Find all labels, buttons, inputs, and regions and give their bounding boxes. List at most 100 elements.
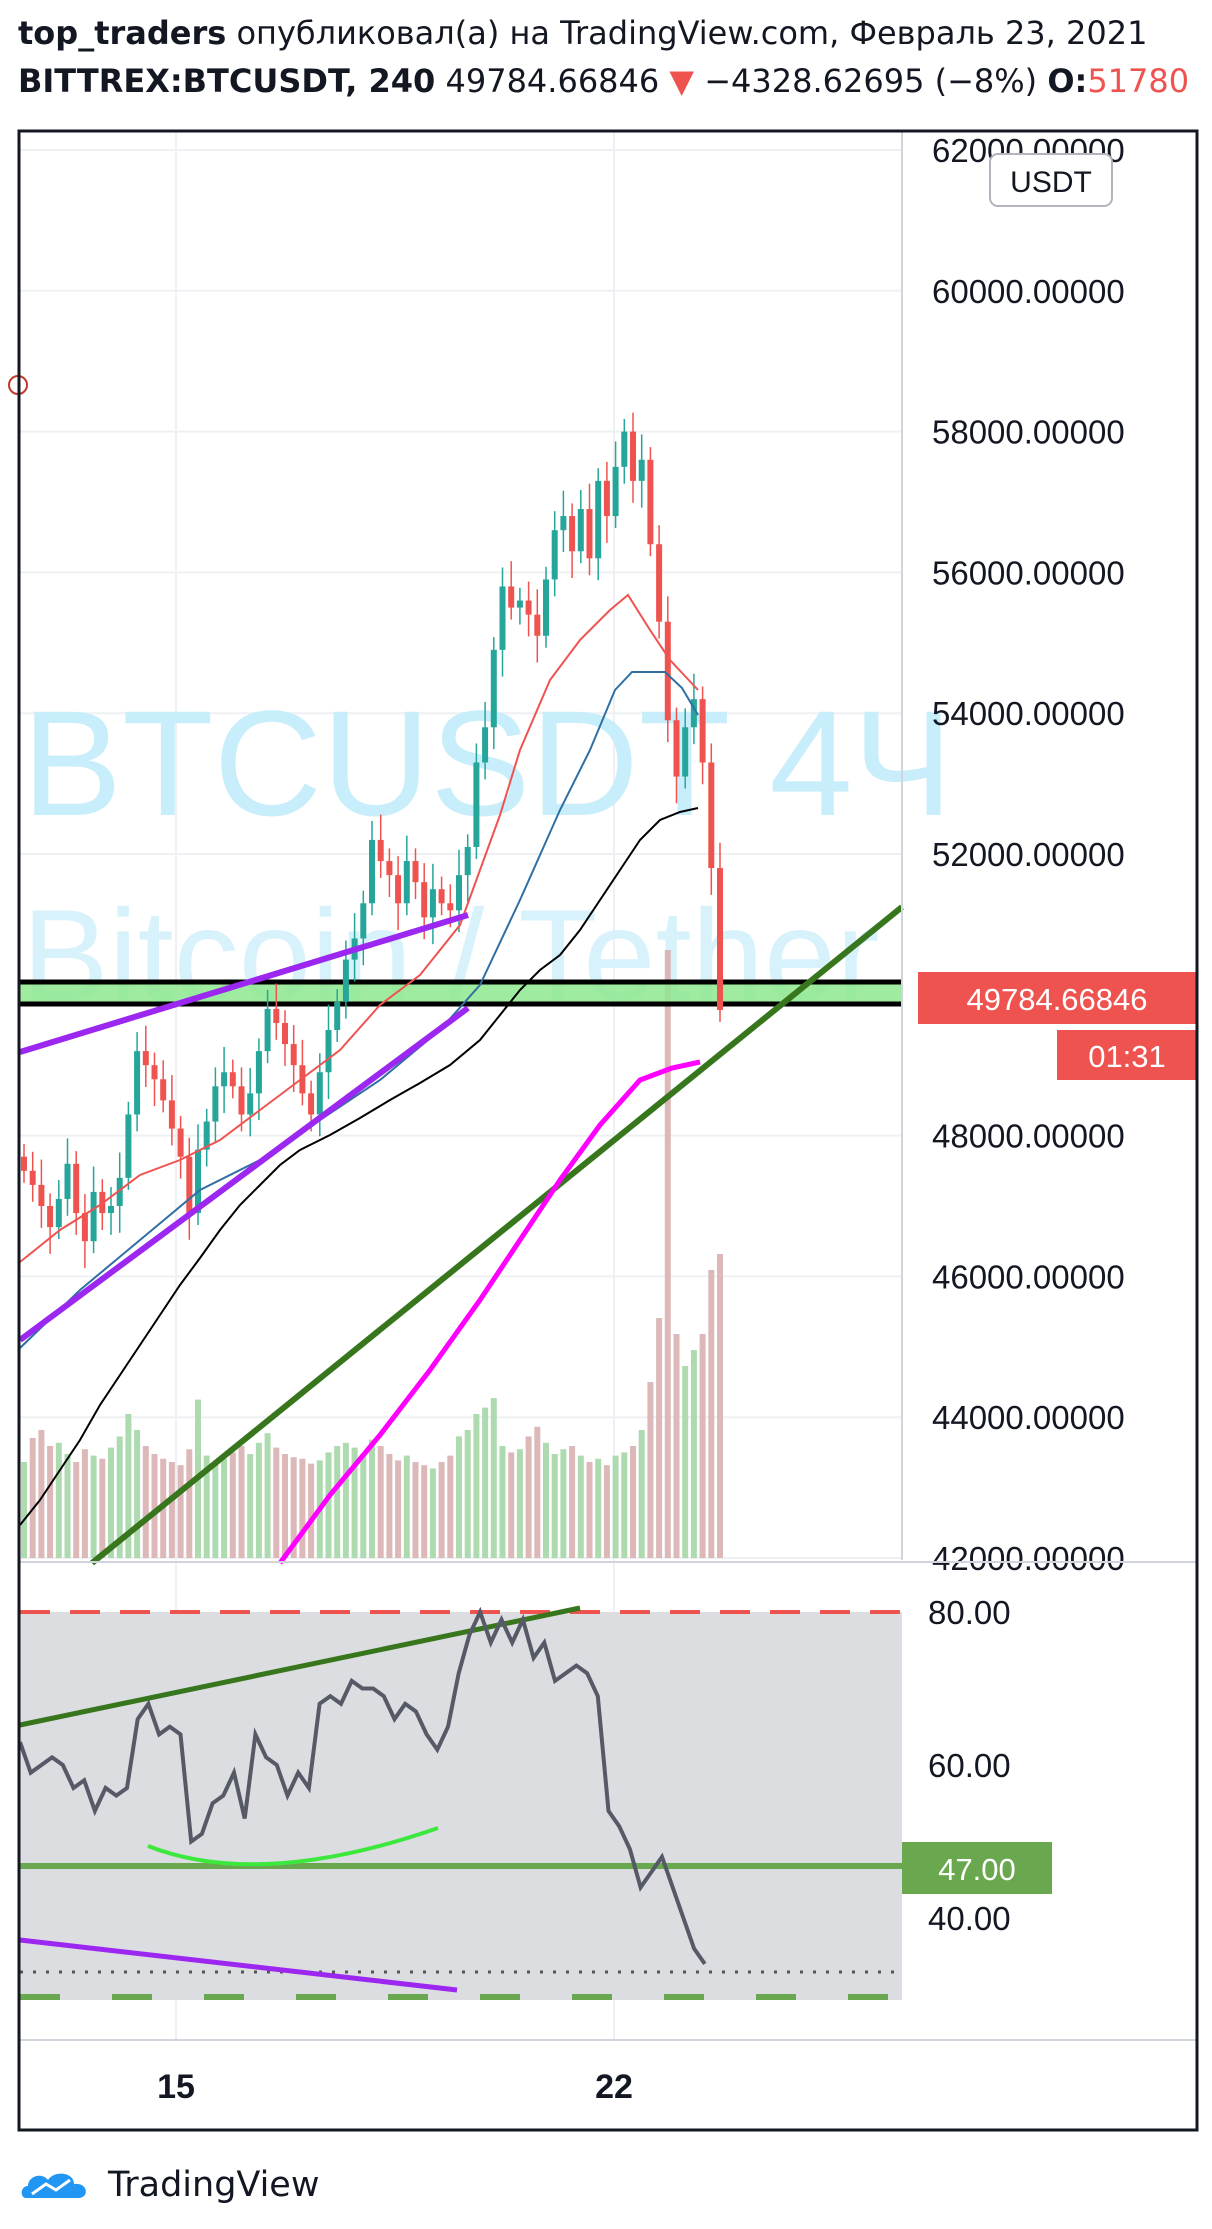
- volume-bar: [551, 1454, 558, 1558]
- volume-bar: [290, 1457, 297, 1558]
- volume-bar: [47, 1446, 54, 1558]
- current-price-tag: 49784.66846 01:31: [918, 972, 1197, 1080]
- candle: [543, 566, 549, 648]
- time-axis[interactable]: 15 22: [157, 2068, 633, 2106]
- candle: [334, 989, 341, 1042]
- volume-bar: [508, 1452, 515, 1558]
- volume-bar: [212, 1462, 219, 1558]
- volume-bar: [247, 1454, 254, 1558]
- candle: [177, 1115, 184, 1179]
- candle: [168, 1075, 175, 1146]
- candle: [29, 1151, 36, 1202]
- candle: [151, 1052, 158, 1107]
- volume-bar: [482, 1407, 489, 1558]
- rsi-level-label: 47.00: [938, 1852, 1016, 1887]
- rsi-axis[interactable]: 80.00 60.00 40.00: [928, 1594, 1011, 1937]
- candle: [203, 1108, 210, 1167]
- candle: [473, 743, 480, 859]
- symbol-label: BITTREX:BTCUSDT, 240: [18, 62, 436, 100]
- volume-bar: [656, 1318, 663, 1558]
- volume-bar: [595, 1458, 602, 1558]
- candle: [386, 848, 393, 897]
- volume-bar: [534, 1426, 541, 1558]
- price-tick-label: 52000.00000: [932, 836, 1125, 873]
- candle: [482, 701, 489, 780]
- candle: [438, 876, 445, 916]
- open-label: O:: [1047, 62, 1088, 100]
- volume-bar: [299, 1458, 306, 1558]
- volume-bar: [682, 1366, 689, 1558]
- candle: [360, 890, 367, 966]
- candle: [108, 1186, 114, 1235]
- price-tick-label: 42000.00000: [932, 1540, 1125, 1577]
- candle: [264, 989, 271, 1064]
- candle: [247, 1068, 254, 1137]
- open-value: 51780: [1087, 62, 1190, 100]
- volume-bar: [342, 1442, 349, 1558]
- volume-bar: [403, 1455, 410, 1558]
- price-tick-label: 56000.00000: [932, 554, 1125, 591]
- volume-bar: [142, 1446, 149, 1558]
- rsi-tick-label: 60.00: [928, 1747, 1011, 1784]
- volume-bar: [264, 1433, 271, 1558]
- volume-bar: [308, 1463, 315, 1558]
- price-tick-label: 58000.00000: [932, 414, 1125, 451]
- candle: [255, 1038, 262, 1121]
- candle: [508, 561, 515, 620]
- volume-bar: [229, 1452, 236, 1558]
- volume-bar: [282, 1454, 288, 1558]
- price-tick-label: 60000.00000: [932, 273, 1125, 310]
- price-tick-label: 48000.00000: [932, 1118, 1125, 1155]
- volume-bar: [55, 1442, 62, 1558]
- candle: [717, 842, 723, 1022]
- candle: [64, 1138, 71, 1216]
- candles: [21, 412, 723, 1268]
- volume-bar: [586, 1462, 593, 1558]
- volume-bar: [421, 1465, 428, 1558]
- candle: [621, 418, 628, 484]
- candle: [708, 743, 715, 895]
- footer-brand[interactable]: TradingView: [18, 2160, 319, 2210]
- volume-bar: [708, 1270, 715, 1558]
- volume-bar: [73, 1462, 80, 1558]
- volume-bar: [238, 1446, 245, 1558]
- volume-bar: [273, 1447, 280, 1558]
- candle: [429, 863, 436, 945]
- volume-bars: [21, 950, 723, 1558]
- candle: [656, 525, 663, 639]
- tradingview-logo-icon: [21, 2173, 86, 2198]
- candle: [412, 848, 419, 900]
- candle: [673, 707, 680, 804]
- rsi-tick-label: 80.00: [928, 1594, 1011, 1631]
- volume-bar: [621, 1452, 628, 1558]
- candle: [142, 1025, 149, 1088]
- volume-bar: [473, 1414, 480, 1558]
- rsi-band: [20, 1612, 902, 2000]
- candle: [160, 1060, 167, 1113]
- candle: [630, 412, 636, 503]
- candle: [516, 587, 523, 625]
- price-pane[interactable]: [20, 132, 902, 1560]
- volume-bar: [647, 1382, 654, 1558]
- volume-bar: [577, 1455, 584, 1558]
- volume-bar: [38, 1430, 45, 1558]
- candle: [682, 708, 689, 789]
- volume-bar: [64, 1454, 71, 1558]
- price-axis[interactable]: 62000.0000060000.0000058000.0000056000.0…: [932, 132, 1125, 1577]
- rsi-tick-label: 40.00: [928, 1900, 1011, 1937]
- volume-bar: [560, 1449, 567, 1558]
- author-name[interactable]: top_traders: [18, 14, 227, 52]
- candle: [369, 820, 375, 916]
- last-price: 49784.66846: [445, 62, 660, 100]
- rsi-curve-highlight: [147, 1826, 439, 1867]
- ma-blue-line: [19, 671, 699, 1349]
- volume-bar: [456, 1436, 462, 1558]
- currency-badge[interactable]: USDT: [989, 153, 1113, 207]
- volume-bar: [603, 1465, 610, 1558]
- currency-badge-text: USDT: [1010, 166, 1092, 199]
- volume-bar: [177, 1465, 184, 1558]
- candle: [134, 1032, 141, 1132]
- candle: [325, 1004, 332, 1099]
- price-tick-label: 44000.00000: [932, 1399, 1125, 1436]
